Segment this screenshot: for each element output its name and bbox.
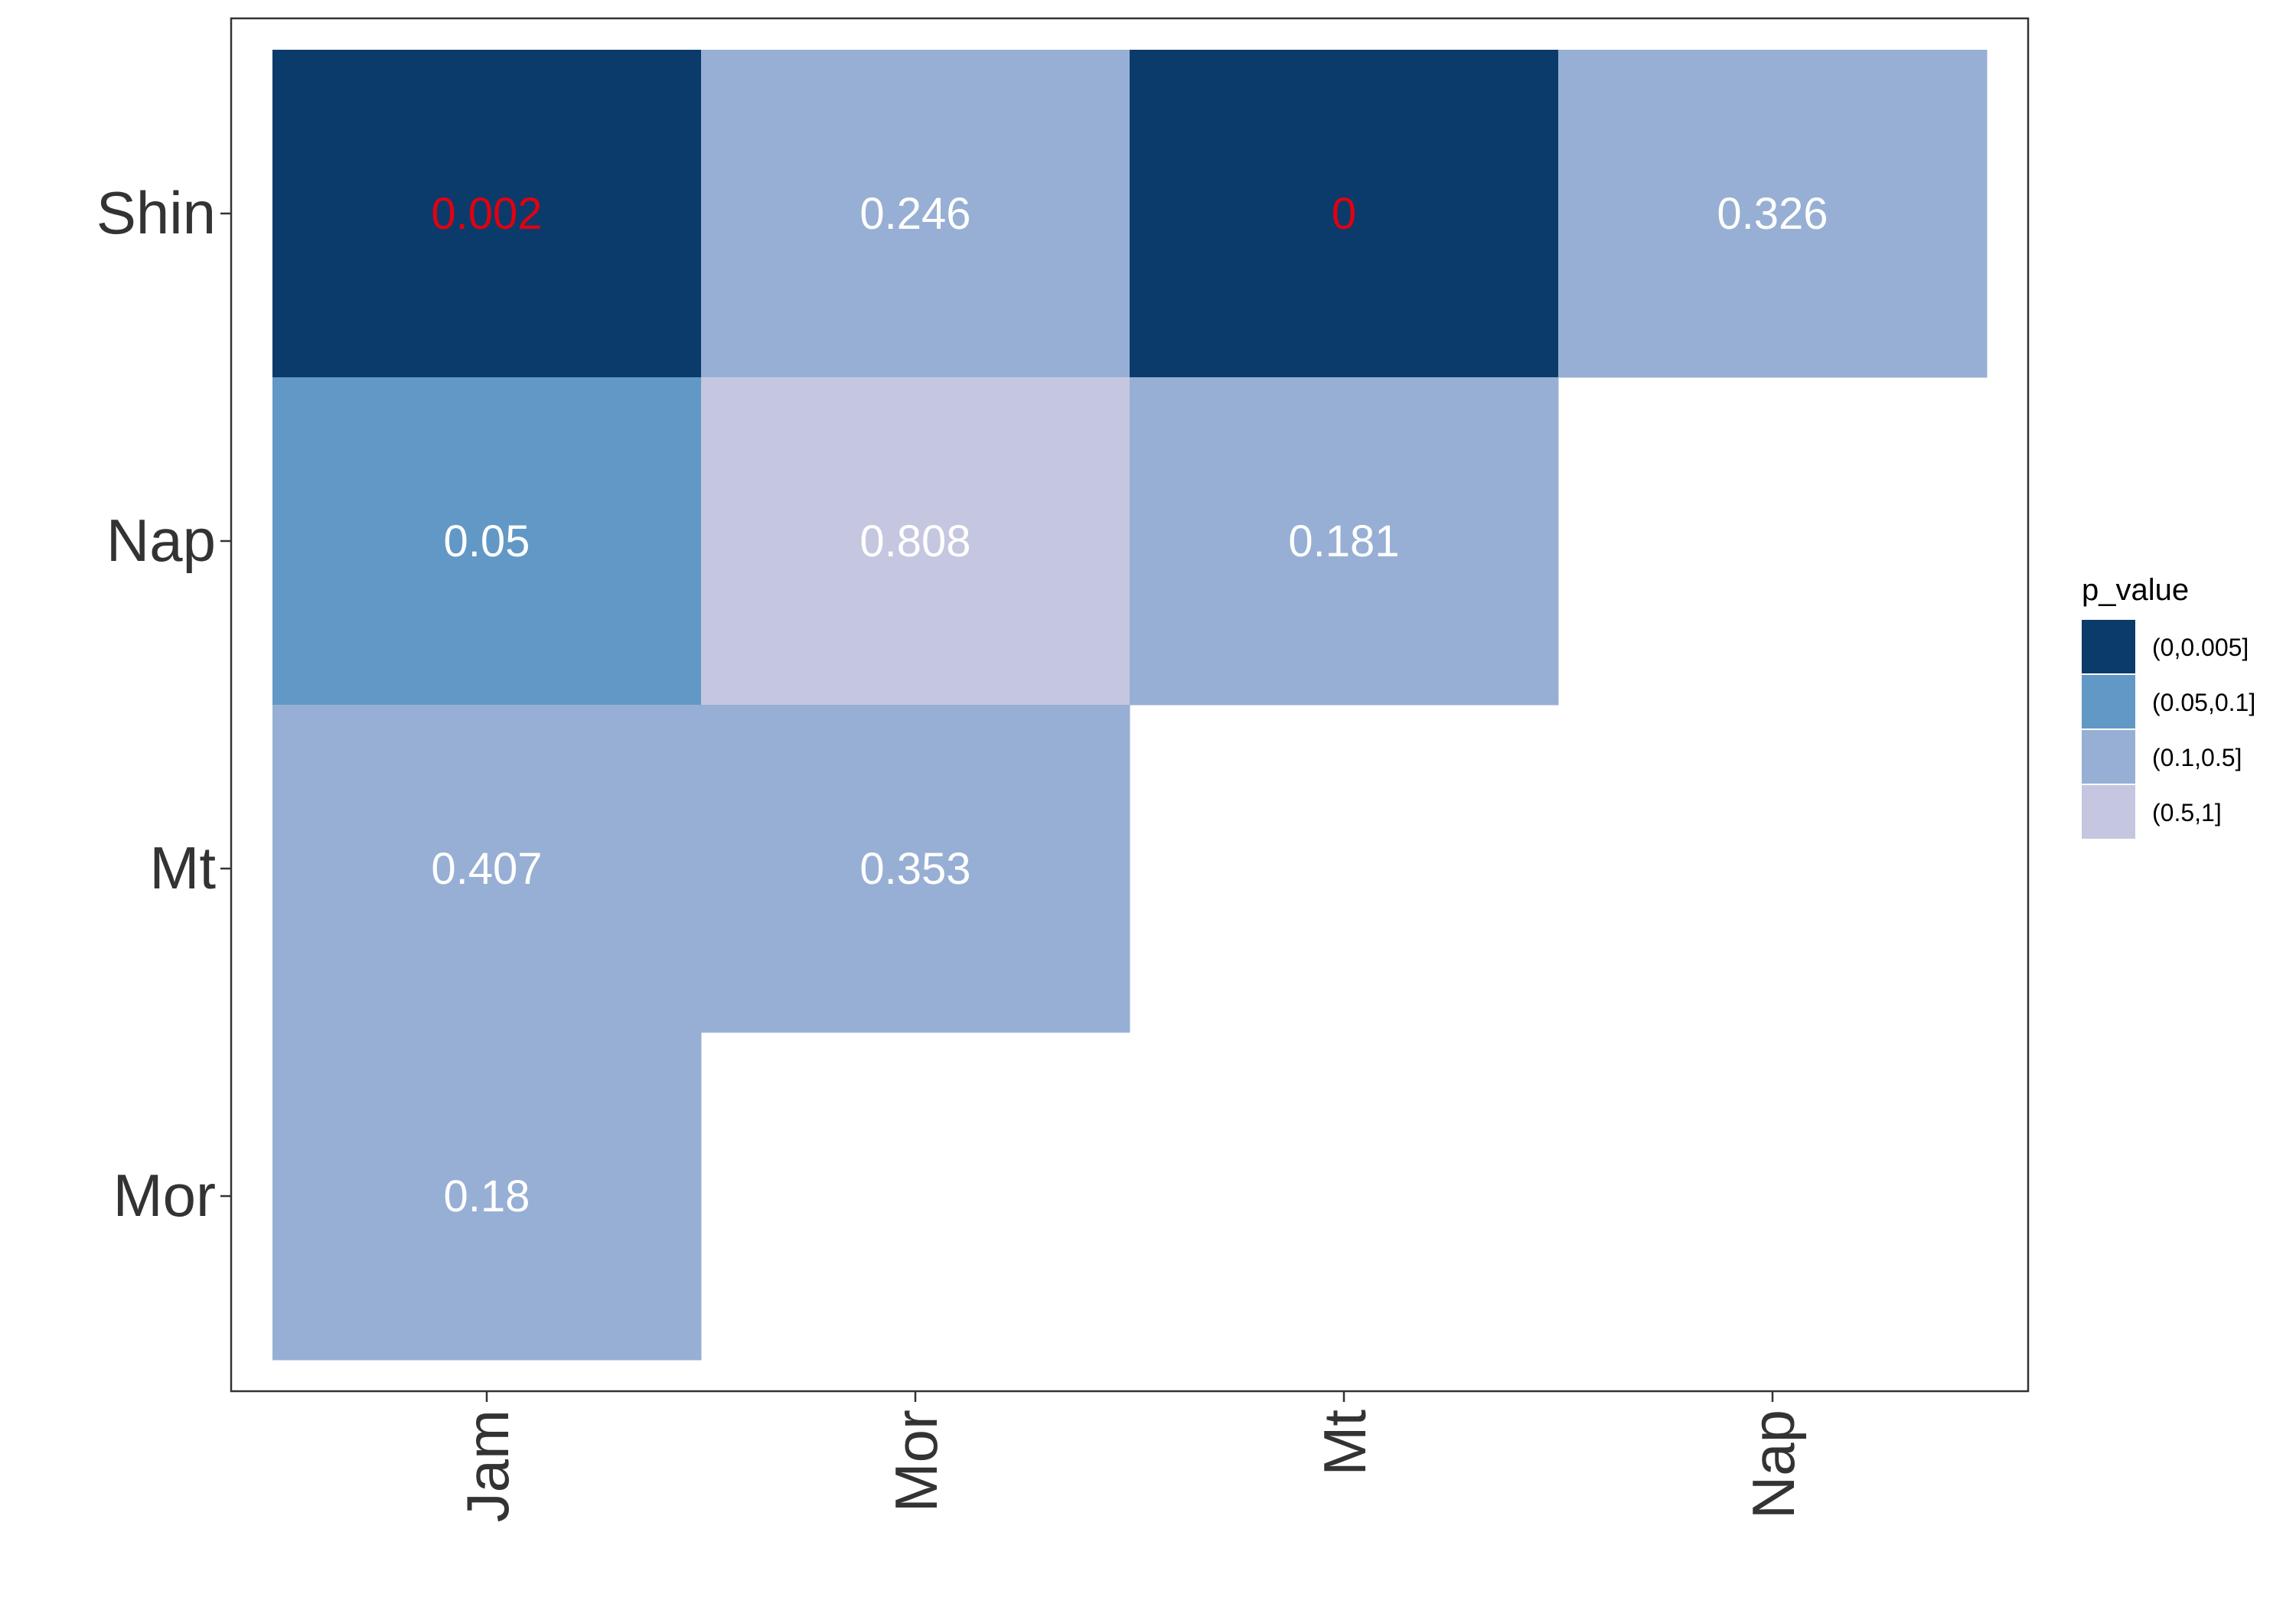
axes-layer: Shin Nap Mt Mor Jam Mor Mt Nap <box>96 8 2039 1522</box>
legend-label: (0.05,0.1] <box>2152 689 2255 716</box>
cell-value-label: 0.18 <box>444 1172 530 1221</box>
heatmap-cell-shin-mor <box>701 50 1130 378</box>
cells-layer: 0.002 0.246 0 0.326 0.05 0.808 0.181 0.407 0.353… <box>272 50 1988 1361</box>
x-tick-label: Nap <box>1740 1410 1807 1519</box>
cell-value-label: 0.353 <box>859 844 970 894</box>
heatmap-cell-shin-jam <box>272 50 702 378</box>
cell-value-label: 0.181 <box>1288 517 1399 566</box>
cell-value-label: 0.05 <box>444 517 530 566</box>
cell-value-label: 0.808 <box>859 517 970 566</box>
cell-value-label: 0.246 <box>859 189 970 239</box>
legend-key <box>2082 675 2135 729</box>
x-tick-label: Mt <box>1311 1410 1378 1476</box>
legend-title: p_value <box>2082 573 2189 607</box>
heatmap-cell-nap-jam <box>272 377 702 706</box>
y-tick-label: Shin <box>96 179 216 246</box>
legend-key <box>2082 785 2135 839</box>
cell-value-label: 0 <box>1332 189 1356 239</box>
cell-value-label: 0.002 <box>431 189 542 239</box>
legend-label: (0,0.005] <box>2152 634 2249 661</box>
heatmap-cell-mt-mor <box>701 705 1130 1033</box>
legend-label: (0.1,0.5] <box>2152 744 2242 771</box>
y-tick-label: Mor <box>113 1162 216 1229</box>
heatmap-cell-nap-mor <box>701 377 1130 706</box>
y-tick-label: Mt <box>149 834 216 901</box>
heatmap-cell-nap-mt <box>1130 377 1559 706</box>
y-tick-label: Nap <box>106 507 216 574</box>
heatmap-cell-mt-jam <box>272 705 702 1033</box>
legend-key <box>2082 730 2135 784</box>
cell-value-label: 0.326 <box>1717 189 1828 239</box>
legend-label: (0.5,1] <box>2152 799 2222 826</box>
heatmap-cell-shin-nap <box>1558 50 1988 378</box>
x-tick-label: Jam <box>454 1410 521 1522</box>
cell-value-label: 0.407 <box>431 844 542 894</box>
legend-key <box>2082 620 2135 673</box>
legend: p_value (0,0.005] (0.05,0.1] (0.1,0.5] (0.5,… <box>2082 573 2255 839</box>
heatmap-cell-mor-jam <box>272 1032 702 1361</box>
panel-border <box>230 17 2030 1393</box>
heatmap-cell-shin-mt <box>1130 50 1559 378</box>
x-tick-label: Mor <box>882 1410 950 1512</box>
